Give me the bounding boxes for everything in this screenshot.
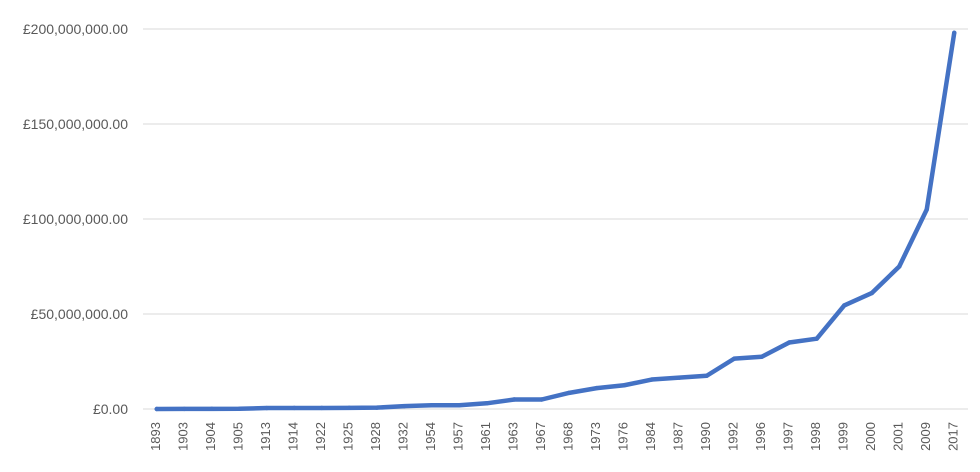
x-tick-label: 1925 (341, 422, 356, 451)
data-point (402, 403, 407, 409)
x-tick-label: 1996 (753, 422, 768, 451)
x-tick-label: 1967 (533, 422, 548, 451)
gridlines (143, 28, 968, 410)
y-tick-label: £50,000,000.00 (31, 306, 129, 322)
y-tick-label: £200,000,000.00 (23, 21, 128, 37)
x-tick-label: 1976 (616, 422, 631, 451)
series-layer (154, 30, 957, 412)
x-tick-label: 1914 (286, 422, 301, 451)
data-point (429, 403, 434, 408)
data-point (897, 264, 902, 269)
x-tick-label: 1963 (506, 422, 521, 451)
y-tick-label: £100,000,000.00 (23, 211, 128, 227)
x-tick-label: 1984 (643, 422, 658, 451)
data-point (374, 405, 379, 410)
data-point (484, 401, 489, 406)
x-tick-label: 1973 (588, 422, 603, 451)
x-tick-label: 1998 (808, 422, 823, 451)
data-point (622, 383, 627, 388)
x-tick-label: 1893 (148, 422, 163, 451)
data-point (704, 373, 709, 378)
data-point (842, 303, 847, 308)
data-point (594, 385, 599, 391)
x-tick-label: 1932 (396, 422, 411, 451)
data-point (457, 403, 462, 408)
x-axis-tick-labels: 1893 1903 1904 1905 1913 1914 1922 1925 1928 1932… (148, 422, 961, 451)
x-tick-label: 1992 (726, 422, 741, 451)
data-point (292, 405, 297, 411)
data-point (759, 354, 764, 359)
data-point (649, 377, 654, 382)
data-point (869, 290, 874, 296)
data-point (732, 356, 737, 361)
data-point (677, 375, 682, 380)
x-tick-label: 1922 (313, 422, 328, 451)
data-point (787, 340, 792, 345)
data-point (237, 406, 242, 412)
x-tick-label: 1928 (368, 422, 383, 451)
y-tick-label: £0.00 (93, 401, 128, 417)
x-tick-label: 1987 (671, 422, 686, 451)
x-tick-label: 1999 (836, 422, 851, 451)
x-tick-label: 1990 (698, 422, 713, 451)
data-point (154, 406, 159, 412)
data-point (182, 406, 187, 412)
x-tick-label: 1968 (561, 422, 576, 451)
y-tick-label: £150,000,000.00 (23, 116, 128, 132)
data-point (567, 390, 572, 396)
data-point (539, 397, 544, 402)
x-tick-label: 2000 (863, 422, 878, 451)
data-point (319, 405, 324, 411)
data-point (512, 397, 517, 402)
x-tick-label: 1961 (478, 422, 493, 451)
data-point (952, 30, 957, 35)
data-point (814, 336, 819, 341)
series-line (154, 30, 957, 412)
x-tick-label: 1957 (451, 422, 466, 451)
x-tick-label: 2001 (891, 422, 906, 451)
x-tick-label: 1913 (258, 422, 273, 451)
x-tick-label: 1997 (781, 422, 796, 451)
x-tick-label: 2017 (946, 422, 961, 451)
data-point (924, 207, 929, 212)
y-axis-tick-labels: £0.00 £50,000,000.00 £100,000,000.00 £150,0… (23, 21, 128, 417)
x-tick-label: 2009 (918, 422, 933, 451)
x-tick-label: 1903 (176, 422, 191, 451)
x-tick-label: 1904 (203, 422, 218, 451)
x-tick-label: 1905 (231, 422, 246, 451)
x-tick-label: 1954 (423, 422, 438, 451)
data-point (209, 406, 214, 412)
data-point (347, 405, 352, 411)
data-point (264, 405, 269, 411)
